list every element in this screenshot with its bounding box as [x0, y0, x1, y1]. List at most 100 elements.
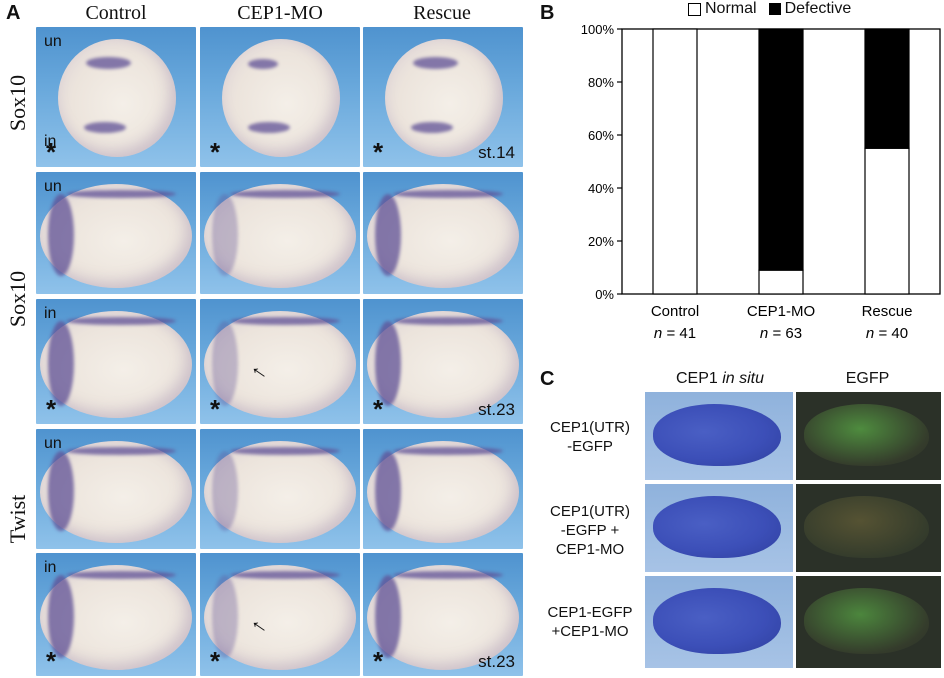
staining-region [375, 575, 401, 658]
egfp-image-0 [796, 392, 941, 480]
staining-region [411, 122, 453, 133]
embryo-image-cep1-mo-4: * ← [200, 553, 360, 676]
embryo-image-control-4: in * [36, 553, 196, 676]
column-header-control: Control [85, 2, 147, 24]
injected-side-asterisk: * [373, 646, 384, 676]
embryo-image-control-3: un [36, 429, 196, 549]
row-label-line: CEP1-MO [555, 541, 625, 558]
embryo-image-cep1-mo-3 [200, 429, 360, 549]
bar-defective-cep1-mo [758, 28, 804, 271]
staining-region [66, 317, 176, 325]
injected-side-asterisk: * [46, 646, 57, 676]
embryo-image-rescue-1 [363, 172, 523, 294]
staining-region [413, 57, 458, 69]
staining-region [212, 575, 238, 658]
staining-region [212, 194, 238, 276]
side-label-in: in [44, 559, 57, 576]
embryo-image-cep1-mo-2: * ← [200, 299, 360, 424]
embryo-shape [222, 39, 340, 157]
row-label-cep1-utr-egfp: CEP1(UTR) -EGFP [535, 418, 645, 456]
in-situ-image-2 [645, 576, 793, 668]
injected-side-asterisk: * [373, 394, 384, 424]
row-label-line: -EGFP [567, 438, 613, 455]
stage-label: st.23 [478, 400, 515, 419]
embryo-image-cep1-mo-0: * [200, 27, 360, 167]
embryo-shape [204, 565, 356, 670]
side-label-in: in [44, 133, 57, 150]
x-category-label: Rescue [862, 303, 913, 320]
staining-region [248, 59, 278, 69]
column-header-rescue: Rescue [413, 2, 471, 24]
row-label-line: CEP1-EGFP [547, 604, 633, 621]
staining-region [393, 190, 503, 198]
column-header-cep1-in-situ: CEP1 in situ [645, 370, 795, 388]
embryo-shape [204, 441, 356, 543]
side-label-in: in [44, 305, 57, 322]
staining-region [48, 451, 74, 531]
row-label-line: CEP1(UTR) [549, 503, 630, 520]
panel-c-letter: C [540, 368, 555, 390]
staining-region [375, 321, 401, 406]
y-tick-label: 60% [588, 128, 614, 143]
embryo-image-rescue-0: * st.14 [363, 27, 523, 167]
side-label-un: un [44, 178, 62, 195]
injected-side-asterisk: * [46, 394, 57, 424]
injected-side-asterisk: * [373, 137, 384, 167]
embryo-shape [804, 588, 929, 654]
embryo-shape [804, 404, 929, 466]
column-header-egfp: EGFP [845, 370, 890, 387]
staining-region [48, 194, 74, 276]
egfp-image-2 [796, 576, 941, 668]
row-label-twist: Twist [5, 494, 30, 544]
embryo-shape [204, 311, 356, 418]
bar-normal-cep1-mo [758, 269, 804, 295]
y-tick-label: 20% [588, 234, 614, 249]
row-label-cep1-utr-egfp-mo: CEP1(UTR) -EGFP + CEP1-MO [535, 502, 645, 559]
staining-region [48, 575, 74, 658]
injected-side-asterisk: * [210, 394, 221, 424]
embryo-shape [653, 588, 781, 654]
row-label-line: -EGFP + [560, 522, 620, 539]
column-header-cep1-mo: CEP1-MO [237, 2, 323, 24]
staining-region [230, 447, 340, 455]
staining-region [375, 194, 401, 276]
row-label-line: CEP1(UTR) [549, 419, 630, 436]
staining-region [248, 122, 290, 133]
embryo-shape [653, 404, 781, 466]
y-tick-label: 0% [595, 287, 614, 302]
legend-label-defective: Defective [784, 0, 852, 17]
insitu-title-italic: in situ [722, 370, 765, 387]
staining-region [393, 317, 503, 325]
x-category-label: CEP1-MO [747, 303, 815, 320]
embryo-image-rescue-2: * st.23 [363, 299, 523, 424]
bar-defective-rescue [864, 28, 910, 149]
embryo-image-rescue-3 [363, 429, 523, 549]
stacked-bar-chart: 0% 20% 40% 60% 80% 100% Control n = 41 CEP1-MO n … [581, 22, 941, 342]
egfp-image-1 [796, 484, 941, 572]
staining-region [66, 190, 176, 198]
embryo-image-control-0: un in * [36, 27, 196, 167]
n-count-label: n = 41 [654, 325, 696, 342]
x-category-label: Control [651, 303, 699, 320]
staining-region [230, 190, 340, 198]
row-label-line: +CEP1-MO [551, 623, 629, 640]
stage-label: st.23 [478, 652, 515, 671]
staining-region [66, 571, 176, 579]
embryo-shape [653, 496, 781, 558]
staining-region [84, 122, 126, 133]
staining-region [66, 447, 176, 455]
n-count-label: n = 63 [760, 325, 802, 342]
staining-region [48, 321, 74, 406]
y-tick-label: 40% [588, 181, 614, 196]
bar-normal-rescue [864, 147, 910, 295]
in-situ-image-0 [645, 392, 793, 480]
panel-a-letter: A [6, 2, 21, 24]
panel-b-letter: B [540, 2, 555, 24]
staining-region [212, 451, 238, 531]
embryo-image-control-2: in * [36, 299, 196, 424]
insitu-title-text: CEP1 [675, 370, 723, 387]
staining-region [230, 571, 340, 579]
y-tick-label: 100% [581, 22, 615, 37]
embryo-shape [804, 496, 929, 558]
embryo-shape [204, 184, 356, 288]
